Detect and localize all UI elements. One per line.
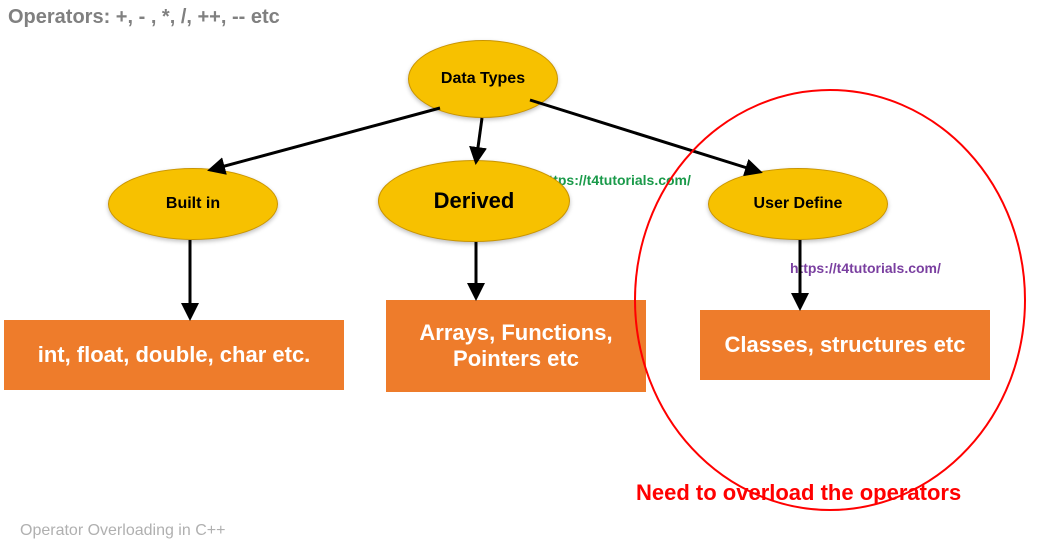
node-builtin-label: Built in bbox=[166, 195, 220, 213]
watermark-2: https://t4tutorials.com/ bbox=[790, 260, 941, 276]
node-builtin-box-label: int, float, double, char etc. bbox=[38, 342, 311, 368]
callout-text: Need to overload the operators bbox=[636, 480, 961, 506]
footer-caption: Operator Overloading in C++ bbox=[20, 522, 225, 540]
node-userdefine: User Define bbox=[708, 168, 888, 240]
node-derived: Derived bbox=[378, 160, 570, 242]
node-derived-box: Arrays, Functions, Pointers etc bbox=[386, 300, 646, 392]
node-derived-label: Derived bbox=[434, 188, 515, 214]
node-root-label: Data Types bbox=[441, 70, 525, 88]
node-userdefine-box: Classes, structures etc bbox=[700, 310, 990, 380]
edge-root-builtin bbox=[210, 108, 440, 170]
header-text: Operators: +, - , *, /, ++, -- etc bbox=[8, 6, 280, 29]
edge-root-userdefine bbox=[530, 100, 760, 172]
edge-root-derived bbox=[476, 118, 482, 162]
node-derived-box-label: Arrays, Functions, Pointers etc bbox=[392, 320, 640, 372]
node-userdefine-box-label: Classes, structures etc bbox=[725, 332, 966, 358]
callout-ellipse bbox=[635, 90, 1025, 510]
node-userdefine-label: User Define bbox=[754, 195, 843, 213]
node-builtin-box: int, float, double, char etc. bbox=[4, 320, 344, 390]
node-root: Data Types bbox=[408, 40, 558, 118]
node-builtin: Built in bbox=[108, 168, 278, 240]
